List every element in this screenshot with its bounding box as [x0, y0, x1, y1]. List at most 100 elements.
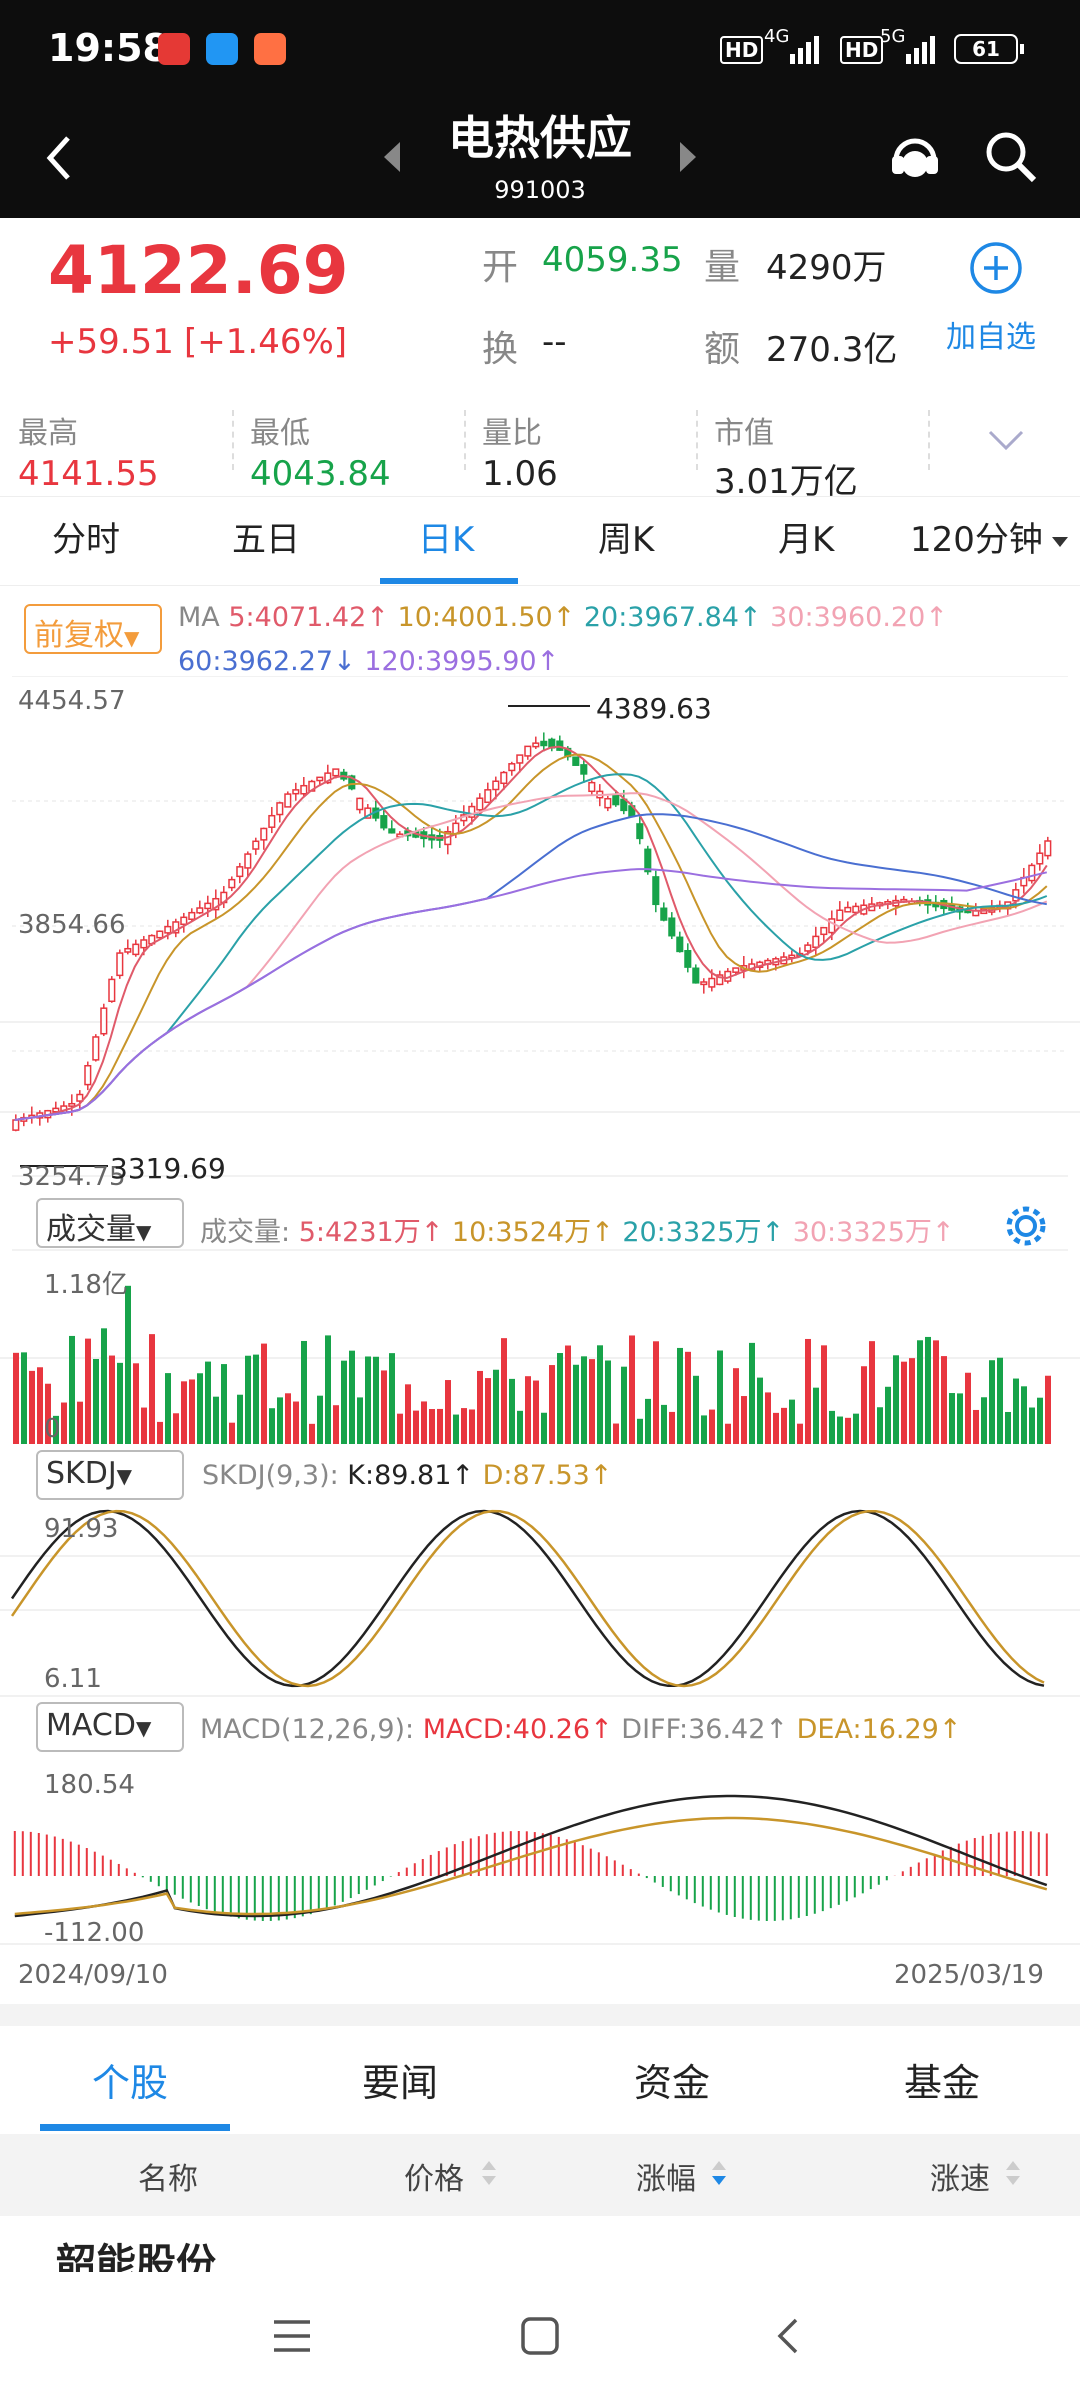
volume-bar [469, 1409, 475, 1444]
list-item[interactable]: 韶能股份 [56, 2236, 456, 2272]
expand-chevron-icon[interactable] [986, 428, 1026, 458]
tab-daily-k[interactable]: 日K [418, 520, 475, 560]
settings-gear-icon[interactable] [1002, 1202, 1050, 1254]
tab-stocks[interactable]: 个股 [92, 2061, 169, 2105]
volume-bar [973, 1409, 979, 1444]
volume-bar [221, 1364, 227, 1444]
network-5g-label: 5G [880, 26, 906, 47]
col-change[interactable]: 涨幅 [636, 2162, 696, 2197]
volume-bar [965, 1372, 971, 1444]
volume-bar [677, 1347, 683, 1444]
kline-chart[interactable] [0, 676, 1080, 1966]
volume-bar [53, 1415, 59, 1444]
volume-bar [381, 1370, 387, 1444]
candle [484, 789, 492, 804]
volume-bar [301, 1340, 307, 1444]
add-watchlist-icon[interactable] [968, 240, 1024, 300]
volume-bar [613, 1423, 619, 1444]
candle [652, 876, 660, 906]
price-change: +59.51 [48, 322, 174, 362]
volume-bar [797, 1423, 803, 1444]
network-4g-label: 4G [764, 26, 790, 47]
volume-bar [261, 1343, 267, 1444]
volume-bar [781, 1407, 787, 1444]
macd-prefix: MACD(12,26,9): [200, 1714, 415, 1745]
divider [232, 410, 234, 470]
period-tab-bar [0, 496, 1080, 586]
candle [828, 918, 836, 934]
dropdown-arrow-icon: ▼ [124, 626, 140, 650]
candle [524, 745, 532, 757]
dropdown-arrow-icon[interactable] [1050, 534, 1070, 553]
skdj-indicator-button[interactable]: SKDJ▼ [36, 1450, 184, 1500]
volume-bar [773, 1412, 779, 1444]
signal-icon [906, 30, 935, 64]
tab-fund[interactable]: 基金 [904, 2061, 981, 2105]
ma20-value: 20:3967.84↑ [583, 602, 762, 633]
tab-monthly-k[interactable]: 月K [778, 520, 835, 560]
battery-icon: 61 [954, 34, 1018, 64]
volume-indicator-label: 成交量 [46, 1212, 136, 1247]
volume-bar [709, 1409, 715, 1444]
volume-indicator-button[interactable]: 成交量▼ [36, 1198, 184, 1248]
tab-intraday[interactable]: 分时 [52, 520, 120, 560]
candle [492, 780, 500, 791]
volume-bar [445, 1380, 451, 1444]
high-value: 4141.55 [18, 454, 159, 494]
adjust-mode-button[interactable]: 前复权▼ [24, 604, 162, 654]
search-icon[interactable] [982, 128, 1040, 190]
volume-bar [829, 1410, 835, 1444]
sort-icon[interactable] [480, 2158, 498, 2192]
divider [696, 410, 698, 470]
volume-bar [173, 1413, 179, 1444]
candle [84, 1064, 92, 1086]
col-price[interactable]: 价格 [404, 2162, 464, 2197]
tab-weekly-k[interactable]: 周K [598, 520, 655, 560]
back-nav-icon[interactable] [774, 2316, 804, 2360]
volume-bar [805, 1338, 811, 1444]
next-stock-icon[interactable] [676, 140, 700, 178]
sort-desc-icon[interactable] [710, 2158, 728, 2192]
add-watchlist-button[interactable]: 加自选 [946, 320, 1036, 355]
volume-bar [309, 1423, 315, 1444]
customer-service-icon[interactable] [886, 128, 944, 190]
volume-bar [509, 1378, 515, 1444]
tab-funds-flow[interactable]: 资金 [634, 2061, 711, 2105]
prev-stock-icon[interactable] [380, 140, 404, 178]
back-icon[interactable] [40, 128, 80, 188]
volume-bar [605, 1360, 611, 1444]
tab-five-day[interactable]: 五日 [232, 520, 300, 560]
macd-indicator-button[interactable]: MACD▼ [36, 1702, 184, 1752]
volume-bar [541, 1412, 547, 1444]
tab-news[interactable]: 要闻 [362, 2061, 439, 2105]
volume-bar [533, 1380, 539, 1444]
dropdown-arrow-icon: ▼ [136, 1220, 152, 1244]
volume-bar [373, 1356, 379, 1444]
volume-bar [1037, 1397, 1043, 1444]
candle [1028, 864, 1036, 882]
menu-icon[interactable] [272, 2318, 312, 2358]
volume-bar [133, 1363, 139, 1444]
ma-line [14, 868, 1048, 1121]
stock-code: 991003 [494, 176, 586, 204]
candle [676, 936, 684, 953]
volume-legend: 成交量: 5:4231万↑ 10:3524万↑ 20:3325万↑ 30:332… [200, 1210, 955, 1249]
volume-bar [989, 1360, 995, 1444]
low-value: 4043.84 [250, 454, 391, 494]
battery-tip [1020, 44, 1024, 54]
candle [228, 878, 236, 889]
candle [268, 814, 276, 828]
sort-icon[interactable] [1004, 2158, 1022, 2192]
volume-bar [461, 1408, 467, 1444]
volume-bar [149, 1334, 155, 1444]
volume-bar [837, 1416, 843, 1444]
col-name[interactable]: 名称 [138, 2162, 198, 2197]
home-icon[interactable] [520, 2316, 560, 2360]
col-speed[interactable]: 涨速 [930, 2162, 990, 2197]
tab-120min[interactable]: 120分钟 [910, 520, 1043, 560]
volume-bar [333, 1405, 339, 1444]
vol-ma30: 30:3325万↑ [792, 1217, 955, 1248]
candle [516, 754, 524, 764]
volume-bar [1045, 1375, 1051, 1444]
volume-bar [349, 1350, 355, 1444]
